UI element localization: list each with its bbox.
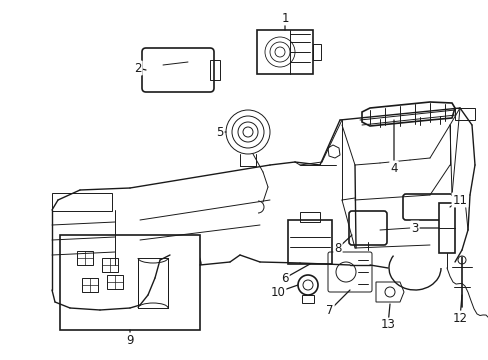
Text: 5: 5: [216, 126, 223, 139]
Bar: [287, 220, 331, 264]
FancyBboxPatch shape: [348, 211, 386, 245]
Text: 2: 2: [134, 62, 142, 75]
Text: 3: 3: [410, 221, 418, 234]
Bar: [302, 295, 313, 303]
FancyBboxPatch shape: [402, 194, 452, 220]
Bar: [299, 212, 319, 222]
Bar: [52, 193, 112, 211]
Bar: [454, 108, 474, 120]
Text: 12: 12: [451, 311, 467, 324]
Text: 8: 8: [334, 242, 341, 255]
Text: 1: 1: [281, 12, 288, 24]
Bar: [102, 258, 118, 272]
Bar: [107, 275, 123, 289]
FancyBboxPatch shape: [142, 48, 214, 92]
Text: 7: 7: [325, 303, 333, 316]
Text: 13: 13: [380, 319, 395, 332]
Bar: [82, 278, 98, 292]
Bar: [438, 203, 454, 253]
Text: 9: 9: [126, 333, 134, 346]
Bar: [312, 44, 320, 60]
Bar: [257, 30, 312, 74]
Bar: [209, 60, 220, 80]
Text: 10: 10: [270, 285, 285, 298]
Bar: [138, 258, 168, 308]
Text: 11: 11: [451, 194, 467, 207]
Text: 6: 6: [281, 271, 288, 284]
Bar: [60, 235, 200, 330]
Text: 4: 4: [389, 162, 397, 175]
Bar: [77, 251, 93, 265]
